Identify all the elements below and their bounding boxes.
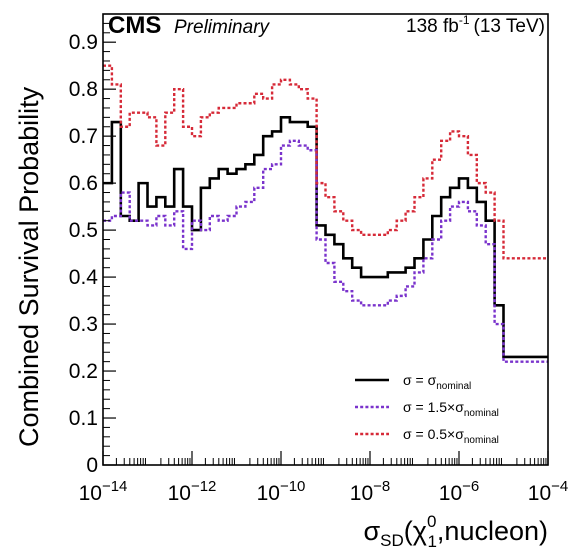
status-label: Preliminary [174, 17, 271, 38]
series-line-1 [103, 116, 548, 359]
y-tick-label: 0.3 [69, 313, 98, 336]
legend-label-3: σ = 0.5×σnominal [403, 426, 499, 446]
y-tick-label: 0.8 [69, 78, 98, 101]
y-tick-label: 0.7 [69, 125, 98, 148]
energy-label: (13 TeV) [474, 16, 545, 37]
legend: σ = σnominal σ = 1.5×σnominal σ = 0.5×σnom… [355, 372, 499, 446]
y-tick-label: 0 [86, 454, 98, 477]
x-title-chi-sup: 0 [427, 512, 436, 531]
x-tick-label: 10−12 [168, 478, 217, 505]
x-tick-label: 10−10 [257, 478, 306, 505]
legend-label-2: σ = 1.5×σnominal [403, 399, 499, 419]
y-tick-label: 0.9 [69, 31, 98, 54]
tick-labels: 0 0.1 0.2 0.3 0.4 0.5 0.6 0.7 0.8 0.9 10−14 10−12 10… [69, 31, 568, 505]
x-title-rest: ,nucleon) [437, 516, 548, 546]
x-axis-title: σSD(χ0 1,nucleon) [364, 512, 549, 551]
y-tick-label: 0.5 [69, 219, 98, 242]
y-tick-label: 0.1 [69, 407, 98, 430]
lumi-value: 138 fb [406, 16, 459, 37]
x-tick-label: 10−8 [350, 478, 390, 505]
x-tick-label: 10−14 [79, 478, 128, 505]
y-tick-label: 0.4 [69, 266, 99, 289]
x-title-chi: χ [413, 516, 427, 546]
x-tick-label: 10−4 [528, 478, 568, 505]
x-title-open: ( [404, 516, 413, 546]
axis-ticks [102, 13, 549, 466]
y-tick-label: 0.6 [69, 172, 98, 195]
experiment-label: CMS [108, 12, 161, 39]
y-tick-label: 0.2 [69, 360, 98, 383]
series-line-2 [103, 139, 548, 363]
series-line-3 [103, 64, 548, 260]
x-title-sigma: σ [364, 516, 381, 546]
x-title-chi-sub: 1 [427, 532, 436, 551]
y-axis-title: Combined Survival Probability [14, 86, 44, 447]
x-tick-label: 10−6 [439, 478, 479, 505]
lumi-label: 138 fb-1 (13 TeV) [406, 13, 545, 37]
lumi-exponent: -1 [459, 13, 470, 27]
plot-series [103, 64, 548, 363]
legend-label-1: σ = σnominal [403, 372, 471, 392]
x-title-sub: SD [380, 531, 404, 550]
